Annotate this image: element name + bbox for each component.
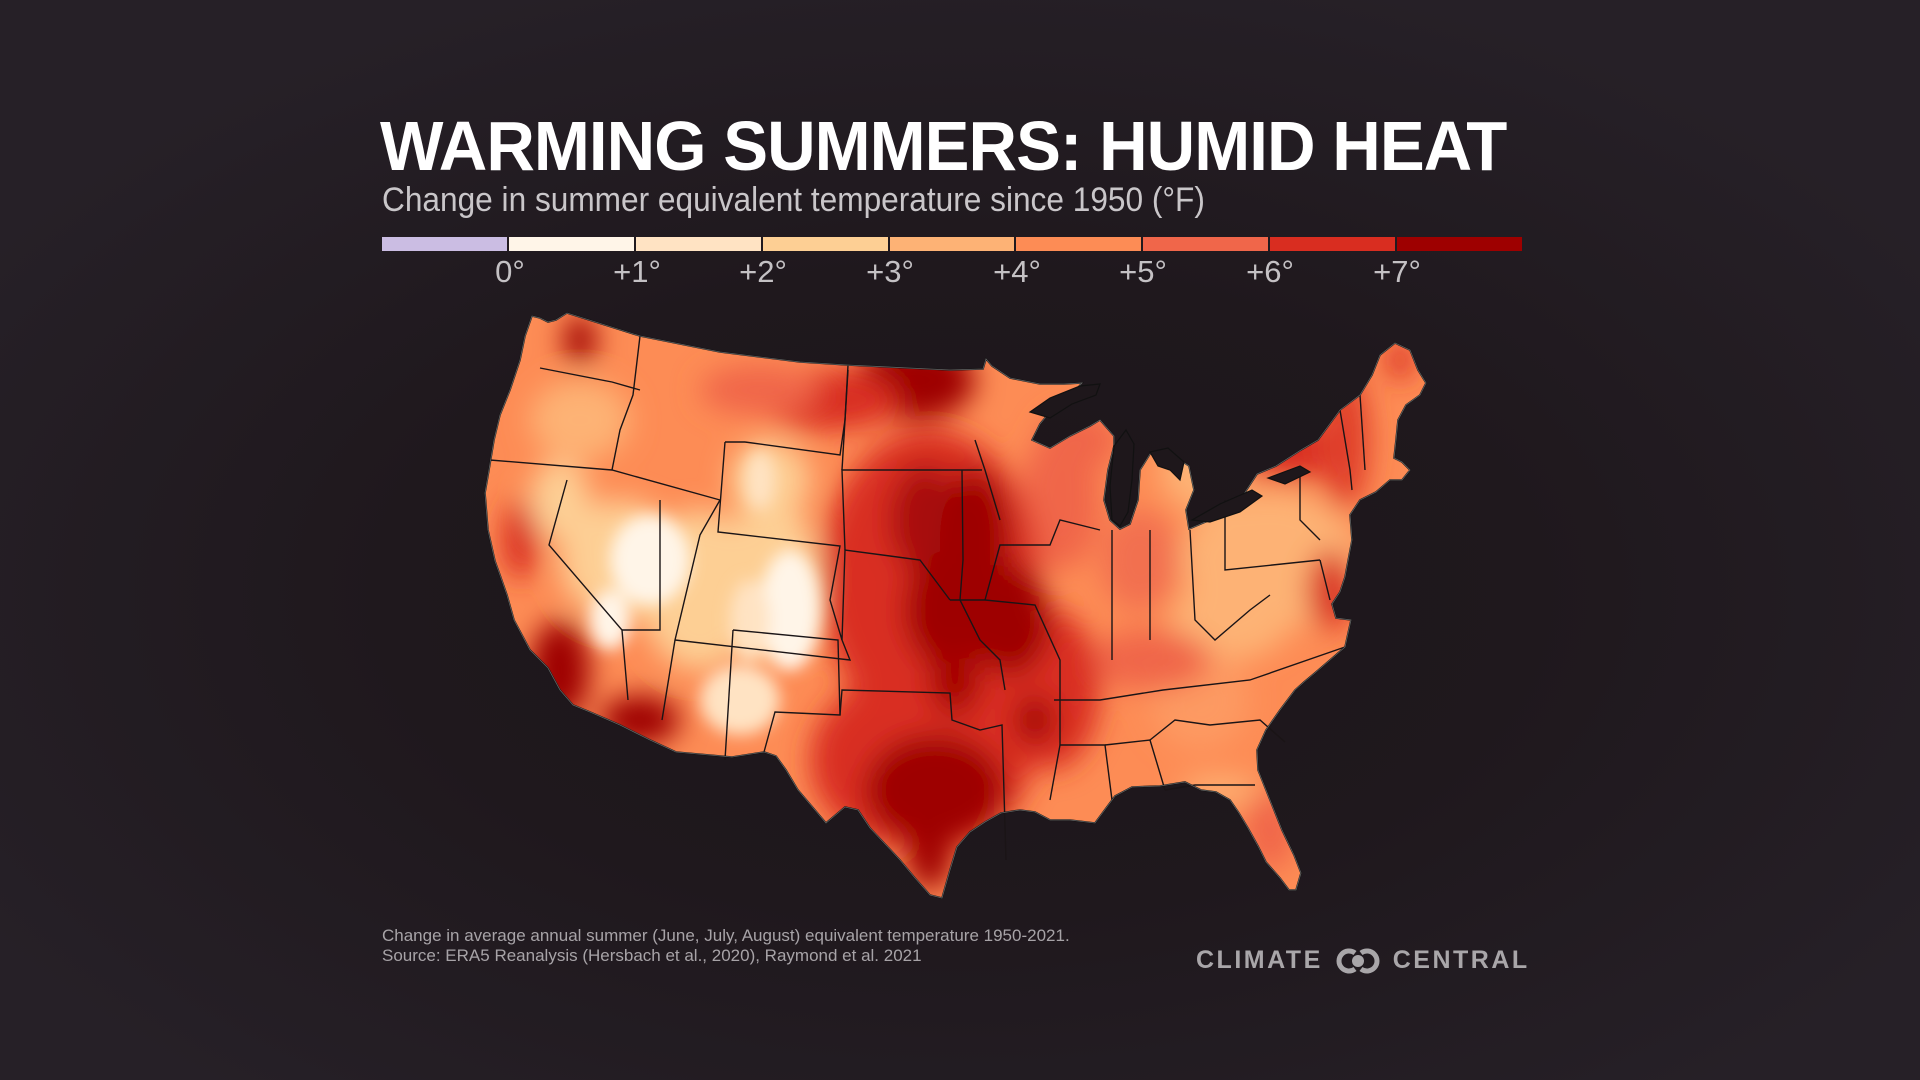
legend-label: +1°: [613, 254, 661, 289]
legend-swatch: [508, 237, 634, 251]
legend-label: +4°: [993, 254, 1041, 289]
footnote: Change in average annual summer (June, J…: [382, 926, 1070, 966]
great-lakes: [1028, 383, 1312, 527]
page-subtitle: Change in summer equivalent temperature …: [382, 181, 1205, 219]
double-c-logo-icon: [1336, 948, 1380, 973]
logo-text-left: CLIMATE: [1196, 946, 1323, 974]
heat-field: [485, 313, 1426, 898]
footnote-source: Source: ERA5 Reanalysis (Hersbach et al.…: [382, 946, 922, 965]
legend-label: 0°: [495, 254, 525, 289]
legend-swatch: [635, 237, 761, 251]
logo-text-right: CENTRAL: [1392, 946, 1530, 974]
legend-swatch: [889, 237, 1015, 251]
legend-swatch: [1270, 237, 1396, 251]
color-legend: [382, 237, 1523, 251]
legend-label: +7°: [1373, 254, 1421, 289]
legend-swatch: [382, 237, 507, 251]
legend-swatch: [762, 237, 888, 251]
state-borders: [489, 335, 1366, 861]
legend-swatch: [1397, 237, 1523, 251]
legend-labels: 0° +1° +2° +3° +4° +5° +6° +7°: [0, 253, 1920, 293]
footnote-description: Change in average annual summer (June, J…: [382, 926, 1070, 945]
legend-label: +2°: [739, 254, 787, 289]
legend-swatch: [1016, 237, 1142, 251]
legend-swatch: [1143, 237, 1269, 251]
legend-label: +5°: [1119, 254, 1167, 289]
climate-central-logo: CLIMATE CENTRAL: [1196, 946, 1530, 975]
page-title: WARMING SUMMERS: HUMID HEAT: [380, 107, 1507, 185]
legend-label: +3°: [866, 254, 914, 289]
legend-label: +6°: [1246, 254, 1294, 289]
